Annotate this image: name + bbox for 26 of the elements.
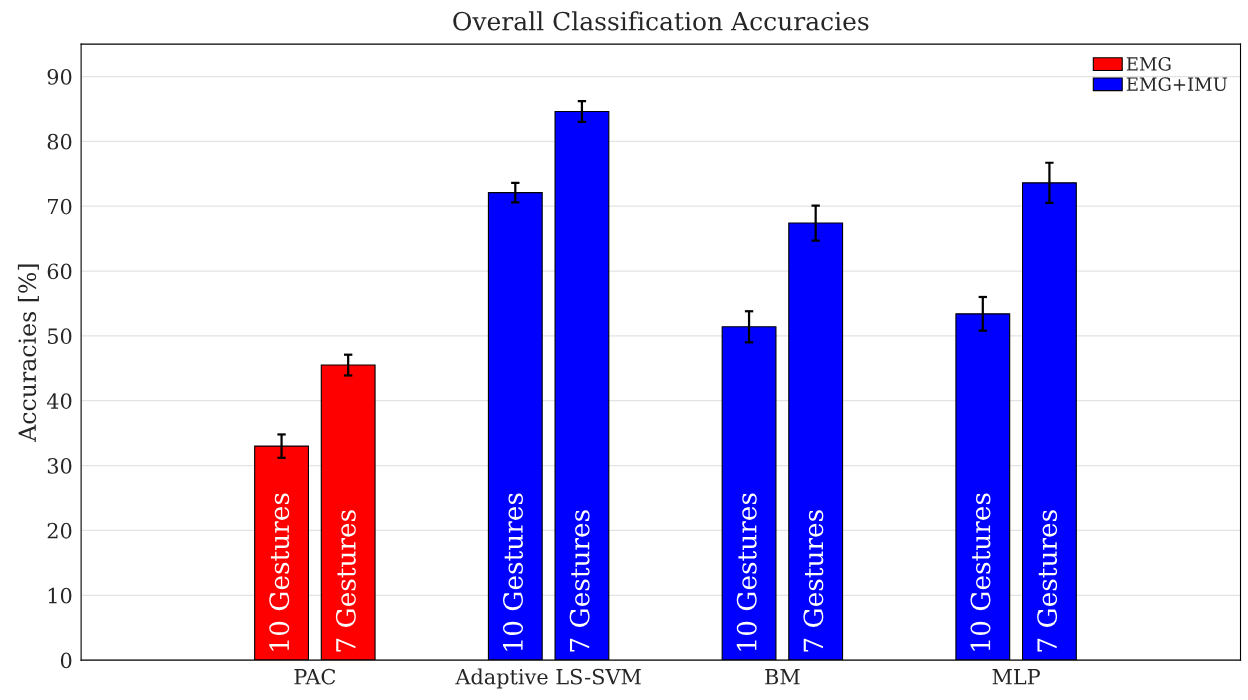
y-tick-label: 90 xyxy=(47,68,72,85)
y-tick-label: 80 xyxy=(47,133,72,150)
x-tick-label: PAC xyxy=(294,668,336,685)
annotation: 10 Gestures xyxy=(970,493,991,651)
y-tick-label: 30 xyxy=(47,458,72,474)
legend-label: EMG xyxy=(1126,57,1171,71)
chart-title: Overall Classification Accuracies xyxy=(453,11,869,31)
annotation: 7 Gestures xyxy=(569,510,590,652)
x-tick-label: Adaptive LS-SVM xyxy=(455,668,641,689)
annotation: 10 Gestures xyxy=(736,493,757,651)
annotation: 7 Gestures xyxy=(1037,510,1058,652)
x-tick-label: BM xyxy=(765,669,800,685)
annotation: 7 Gestures xyxy=(803,510,824,652)
y-tick-label: 50 xyxy=(48,328,72,345)
y-tick-label: 10 xyxy=(48,587,72,604)
legend-label: EMG+IMU xyxy=(1126,77,1228,91)
x-tick-label: MLP xyxy=(992,669,1040,685)
y-tick-label: 20 xyxy=(47,522,72,539)
y-tick-label: 0 xyxy=(60,652,72,669)
y-tick-label: 40 xyxy=(46,393,72,409)
y-tick-label: 60 xyxy=(47,263,72,280)
annotation: 10 Gestures xyxy=(269,493,290,651)
y-tick-label: 70 xyxy=(48,198,72,215)
y-axis-title: Accuracies [%] xyxy=(17,264,39,442)
annotation: 7 Gestures xyxy=(335,510,356,652)
annotation: 10 Gestures xyxy=(503,493,523,651)
